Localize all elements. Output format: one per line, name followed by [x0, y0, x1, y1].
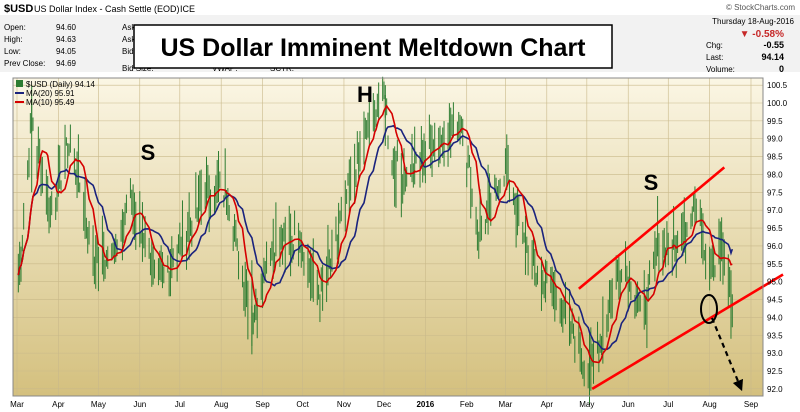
exchange: ICE [180, 4, 195, 14]
y-tick-label: 92.0 [767, 385, 783, 394]
y-tick-label: 92.5 [767, 367, 783, 376]
y-tick-label: 97.0 [767, 206, 783, 215]
watermark: © StockCharts.com [726, 3, 795, 12]
title-banner-box [133, 24, 613, 69]
y-tick-label: 95.5 [767, 260, 783, 269]
date-line: Thursday 18-Aug-2016 [712, 17, 794, 26]
x-tick-label: 2016 [416, 400, 434, 409]
quote-value: 94.63 [56, 35, 77, 44]
quote-label: High: [4, 35, 23, 44]
x-tick-label: May [91, 400, 106, 409]
x-tick-label: May [579, 400, 594, 409]
trendline [578, 166, 726, 290]
x-tick-label: Apr [541, 400, 554, 409]
x-tick-label: Oct [296, 400, 309, 409]
fields-left: Open: 94.60 High: 94.63 Low: 94.05 Prev Close:… [4, 23, 77, 68]
quote-mid-label: Ask S [122, 35, 143, 44]
legend-ma10: MA(10) 95.49 [26, 98, 75, 107]
x-tick-label: Sep [255, 400, 270, 409]
quote-right-label: Chg: [706, 41, 723, 50]
ma20-line [17, 124, 734, 351]
y-tick-label: 100.0 [767, 99, 788, 108]
breakdown-ellipse [700, 294, 718, 324]
trendline [591, 273, 784, 390]
y-tick-label: 97.5 [767, 188, 783, 197]
x-tick-label: Aug [703, 400, 717, 409]
right-shoulder-label: S [644, 170, 659, 195]
legend-swatch-price [16, 80, 23, 87]
quote-value: 94.05 [56, 47, 77, 56]
plot-bg [13, 78, 763, 396]
x-tick-label: Apr [52, 400, 65, 409]
projection-arrow [710, 317, 743, 392]
x-tick-label: Jul [175, 400, 185, 409]
price-bars [17, 76, 733, 406]
quote-right-label: Last: [706, 53, 723, 62]
x-tick-label: Mar [10, 400, 24, 409]
symbol: $USD [4, 3, 33, 15]
quote-value: 94.69 [56, 59, 77, 68]
plot-border [12, 77, 764, 397]
x-tick-label: Jun [133, 400, 146, 409]
legend-price: $USD (Daily) 94.14 [26, 80, 95, 89]
grid [13, 78, 763, 396]
fields-right: Chg: -0.55 Last: 94.14 Volume: 0 [706, 40, 784, 74]
legend: $USD (Daily) 94.14 MA(20) 95.91 MA(10) 9… [15, 80, 95, 107]
x-tick-label: Mar [499, 400, 513, 409]
title-banner: US Dollar Imminent Meltdown Chart [160, 34, 586, 62]
quote-label: Open: [4, 23, 26, 32]
quote-label: Low: [4, 47, 21, 56]
y-tick-label: 95.0 [767, 278, 783, 287]
quote-right-value: -0.55 [763, 40, 784, 50]
quote-right-value: 94.14 [761, 52, 784, 62]
y-tick-label: 98.0 [767, 170, 783, 179]
quote-label: Prev Close: [4, 59, 45, 68]
y-tick-label: 94.0 [767, 313, 783, 322]
change-pct: ▼ -0.58% [740, 29, 784, 40]
y-tick-label: 94.5 [767, 296, 783, 305]
y-tick-label: 98.5 [767, 153, 783, 162]
quote-mid-label: Ask: [122, 23, 138, 32]
y-tick-label: 93.0 [767, 349, 783, 358]
x-tick-label: Dec [377, 400, 391, 409]
y-tick-label: 93.5 [767, 331, 783, 340]
left-shoulder-label: S [141, 140, 156, 165]
y-tick-label: 99.0 [767, 135, 783, 144]
y-tick-label: 96.5 [767, 224, 783, 233]
quote-right-value: 0 [779, 64, 784, 74]
x-tick-label: Jul [663, 400, 673, 409]
x-tick-label: Feb [460, 400, 474, 409]
quote-right-label: Volume: [706, 65, 735, 74]
y-tick-label: 99.5 [767, 117, 783, 126]
x-axis-labels: Mar Apr May Jun Jul Aug Sep Oct Nov Dec 2016 Feb Mar… [10, 400, 759, 409]
quote-mid-label: Bid: [122, 47, 136, 56]
ma10-line [17, 104, 733, 364]
x-tick-label: Aug [214, 400, 228, 409]
trendlines [578, 166, 784, 390]
quote-value: 94.60 [56, 23, 77, 32]
y-tick-label: 96.0 [767, 242, 783, 251]
legend-ma20: MA(20) 95.91 [26, 89, 75, 98]
description: US Dollar Index - Cash Settle (EOD) [34, 4, 180, 14]
x-tick-label: Nov [337, 400, 351, 409]
x-tick-label: Jun [622, 400, 635, 409]
x-tick-label: Sep [744, 400, 759, 409]
head-label: H [357, 82, 373, 107]
y-tick-label: 100.5 [767, 81, 788, 90]
y-axis-labels: 92.0 92.5 93.0 93.5 94.0 94.5 95.0 95.5 96.0 96.5… [767, 81, 788, 394]
